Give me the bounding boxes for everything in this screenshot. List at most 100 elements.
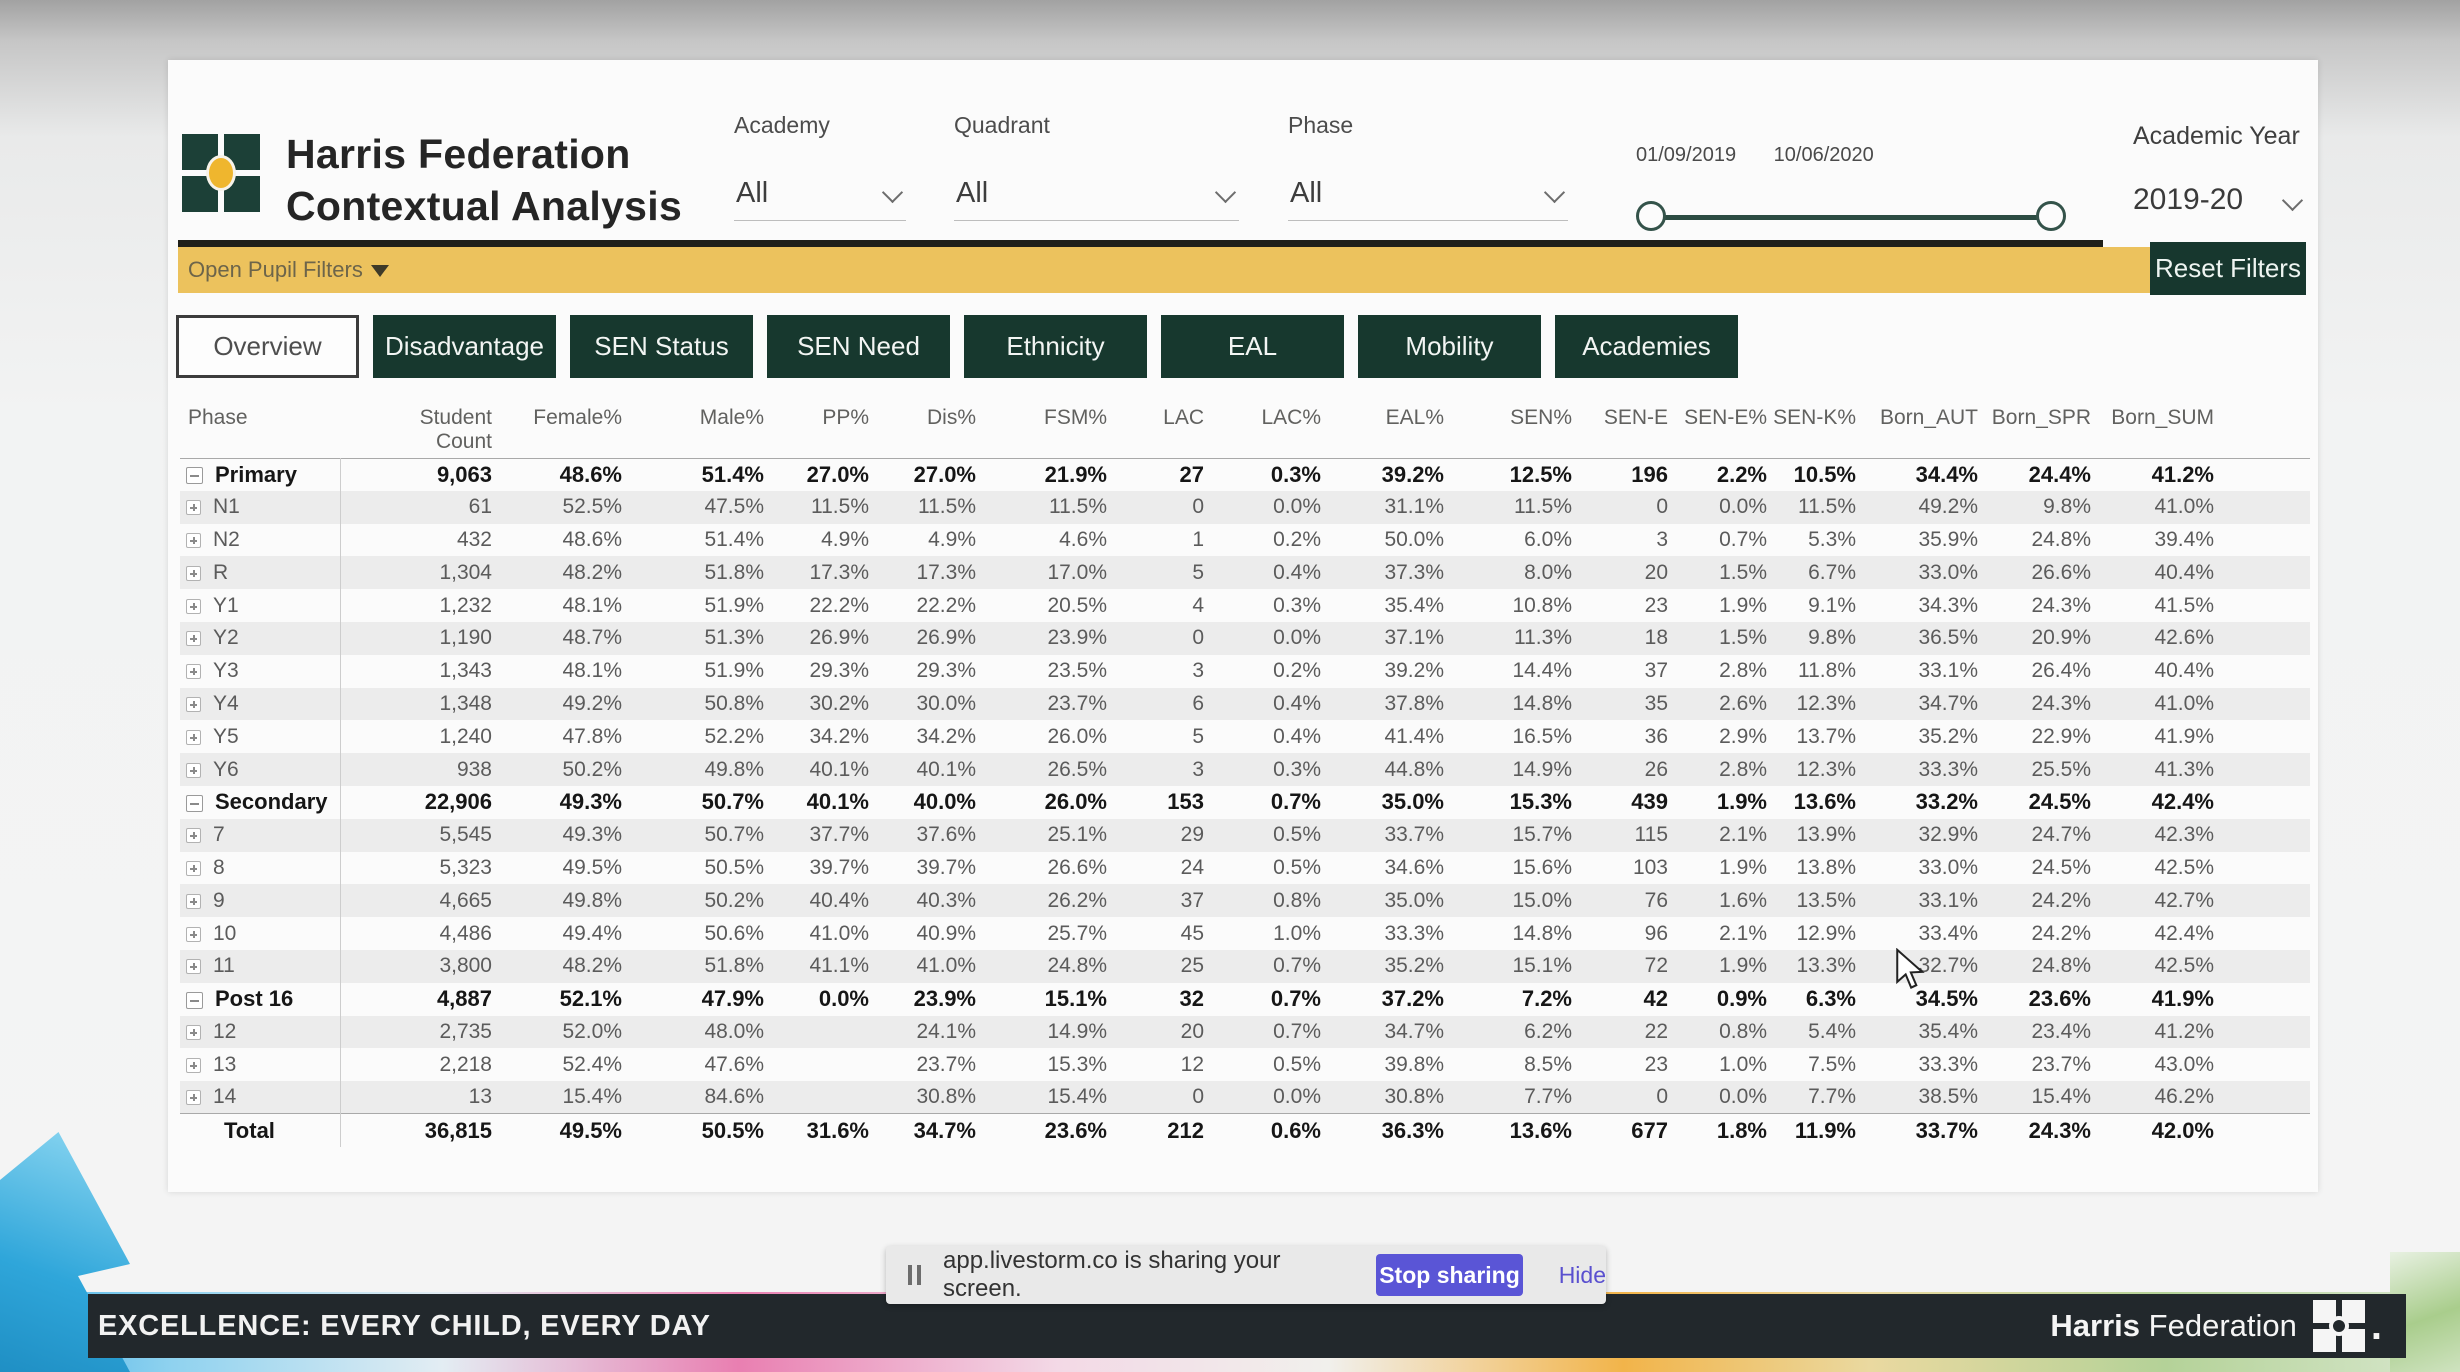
value-cell: 2,218	[439, 1052, 492, 1076]
collapse-icon[interactable]	[186, 467, 203, 485]
value-cell: 33.0%	[1918, 855, 1978, 879]
value-cell: 42.5%	[2154, 855, 2214, 879]
reset-filters-button[interactable]: Reset Filters	[2150, 242, 2306, 295]
expand-icon[interactable]	[186, 532, 201, 548]
slider-handle-start[interactable]	[1636, 201, 1666, 231]
tab-mobility[interactable]: Mobility	[1358, 315, 1541, 378]
value-cell: 33.3%	[1384, 921, 1444, 945]
slider-track[interactable]	[1636, 201, 2066, 233]
expand-icon[interactable]	[186, 762, 201, 778]
hide-link[interactable]: Hide	[1558, 1261, 1606, 1288]
value-cell: 1,232	[439, 593, 492, 617]
filter-dropdown[interactable]: All	[1288, 177, 1568, 221]
value-cell: 1.8%	[1674, 1113, 1773, 1147]
value-cell: 7.7%	[1773, 1081, 1862, 1114]
expand-icon[interactable]	[186, 926, 201, 942]
expand-icon[interactable]	[186, 1024, 201, 1040]
value-cell: 33.7%	[1862, 1113, 1984, 1147]
expand-icon[interactable]	[186, 664, 201, 680]
filter-dropdown[interactable]: All	[954, 177, 1239, 221]
value-cell: 44.8%	[1327, 753, 1450, 786]
table-row-post-16: Post 16 4,887 52.1% 47.9% 0.0% 23.9% 15.1% 32 0.…	[180, 982, 2310, 1016]
phase-cell: Y6	[180, 753, 341, 786]
phase-label: 8	[213, 855, 225, 879]
table-row-total: Total 36,815 49.5% 50.5% 31.6% 34.7% 23.6% 212 0…	[180, 1113, 2310, 1147]
value-cell: 5,323	[439, 855, 492, 879]
column-header: Phase	[188, 406, 248, 429]
collapse-icon[interactable]	[186, 795, 203, 813]
value-cell: 33.3%	[1862, 753, 1984, 786]
expand-icon[interactable]	[186, 565, 201, 581]
expand-icon[interactable]	[186, 828, 201, 844]
collapse-icon[interactable]	[186, 991, 203, 1009]
value-cell: 0.0%	[1210, 1081, 1327, 1114]
value-cell: 49.8%	[498, 884, 628, 918]
value-cell: 41.1%	[770, 949, 875, 983]
academic-year-dropdown[interactable]: 2019-20	[2133, 183, 2303, 217]
caret-down-icon	[370, 265, 389, 278]
value-cell: 34.7%	[875, 1113, 982, 1147]
value-cell: 3	[1656, 527, 1668, 551]
expand-icon[interactable]	[186, 598, 201, 614]
value-cell: 37.3%	[1327, 556, 1450, 590]
phase-label: Post 16	[215, 986, 294, 1012]
value-cell: 115	[1578, 818, 1674, 852]
value-cell: 51.8%	[628, 949, 770, 983]
expand-icon[interactable]	[186, 860, 201, 876]
column-header: LAC%	[1261, 406, 1321, 429]
expand-icon[interactable]	[186, 959, 201, 975]
expand-icon[interactable]	[186, 696, 201, 712]
table-row-y6: Y6 938 50.2% 49.8% 40.1% 40.1% 26.5% 3 0.3% 44.8%…	[180, 753, 2310, 786]
value-cell: 2.2%	[1716, 461, 1767, 487]
value-cell: 1.9%	[1716, 789, 1767, 815]
tab-overview[interactable]: Overview	[176, 315, 359, 378]
value-cell: 52.1%	[559, 986, 622, 1012]
expand-icon[interactable]	[186, 729, 201, 745]
table-row-8: 8 5,323 49.5% 50.5% 39.7% 39.7% 26.6% 24 0.5% 34.…	[180, 851, 2310, 885]
value-cell: 52.2%	[704, 724, 764, 748]
value-cell: 212	[1113, 1113, 1210, 1147]
table-row-y1: Y1 1,232 48.1% 51.9% 22.2% 22.2% 20.5% 4 0.3% 35.…	[180, 589, 2310, 622]
value-cell: 432	[456, 527, 492, 551]
value-cell: 29	[1113, 818, 1210, 852]
value-cell: 33.0%	[1862, 556, 1984, 590]
value-cell: 1.0%	[1273, 921, 1321, 945]
value-cell	[770, 1081, 875, 1114]
expand-icon[interactable]	[186, 500, 201, 516]
tab-sen-need[interactable]: SEN Need	[767, 315, 950, 378]
value-cell: 42	[1643, 986, 1668, 1012]
slider-handle-end[interactable]	[2036, 201, 2066, 231]
value-cell: 23.7%	[916, 1052, 976, 1076]
value-cell: 9.1%	[1808, 593, 1856, 617]
value-cell: 677	[1578, 1113, 1674, 1147]
value-cell: 35.0%	[1327, 884, 1450, 918]
tab-sen-status[interactable]: SEN Status	[570, 315, 753, 378]
value-cell: 11.5%	[875, 490, 982, 524]
value-cell: 9,063	[436, 461, 492, 487]
value-cell: 15.3%	[1047, 1052, 1107, 1076]
value-cell: 1.9%	[1719, 593, 1767, 617]
column-header: Student Count	[419, 406, 492, 453]
expand-icon[interactable]	[186, 1057, 201, 1073]
tab-disadvantage[interactable]: Disadvantage	[373, 315, 556, 378]
phase-label: Y3	[213, 659, 239, 683]
expand-icon[interactable]	[186, 1090, 201, 1106]
value-cell: 26.0%	[1044, 789, 1107, 815]
tab-eal[interactable]: EAL	[1161, 315, 1344, 378]
tab-ethnicity[interactable]: Ethnicity	[964, 315, 1147, 378]
expand-icon[interactable]	[186, 893, 201, 909]
tab-academies[interactable]: Academies	[1555, 315, 1738, 378]
value-cell: 27	[1179, 461, 1204, 487]
value-cell: 32.9%	[1862, 818, 1984, 852]
filter-dropdown[interactable]: All	[734, 177, 906, 221]
column-header: Born_AUT	[1879, 406, 1978, 429]
value-cell: 39.8%	[1384, 1052, 1444, 1076]
value-cell: 39.7%	[809, 855, 869, 879]
open-pupil-filters-button[interactable]: Open Pupil Filters	[188, 257, 389, 283]
phase-label: Total	[224, 1117, 275, 1143]
value-cell: 23.6%	[982, 1113, 1113, 1147]
value-cell: 24.2%	[2031, 921, 2091, 945]
value-cell: 48.2%	[498, 556, 628, 590]
stop-sharing-button[interactable]: Stop sharing	[1376, 1254, 1523, 1296]
expand-icon[interactable]	[186, 631, 201, 647]
